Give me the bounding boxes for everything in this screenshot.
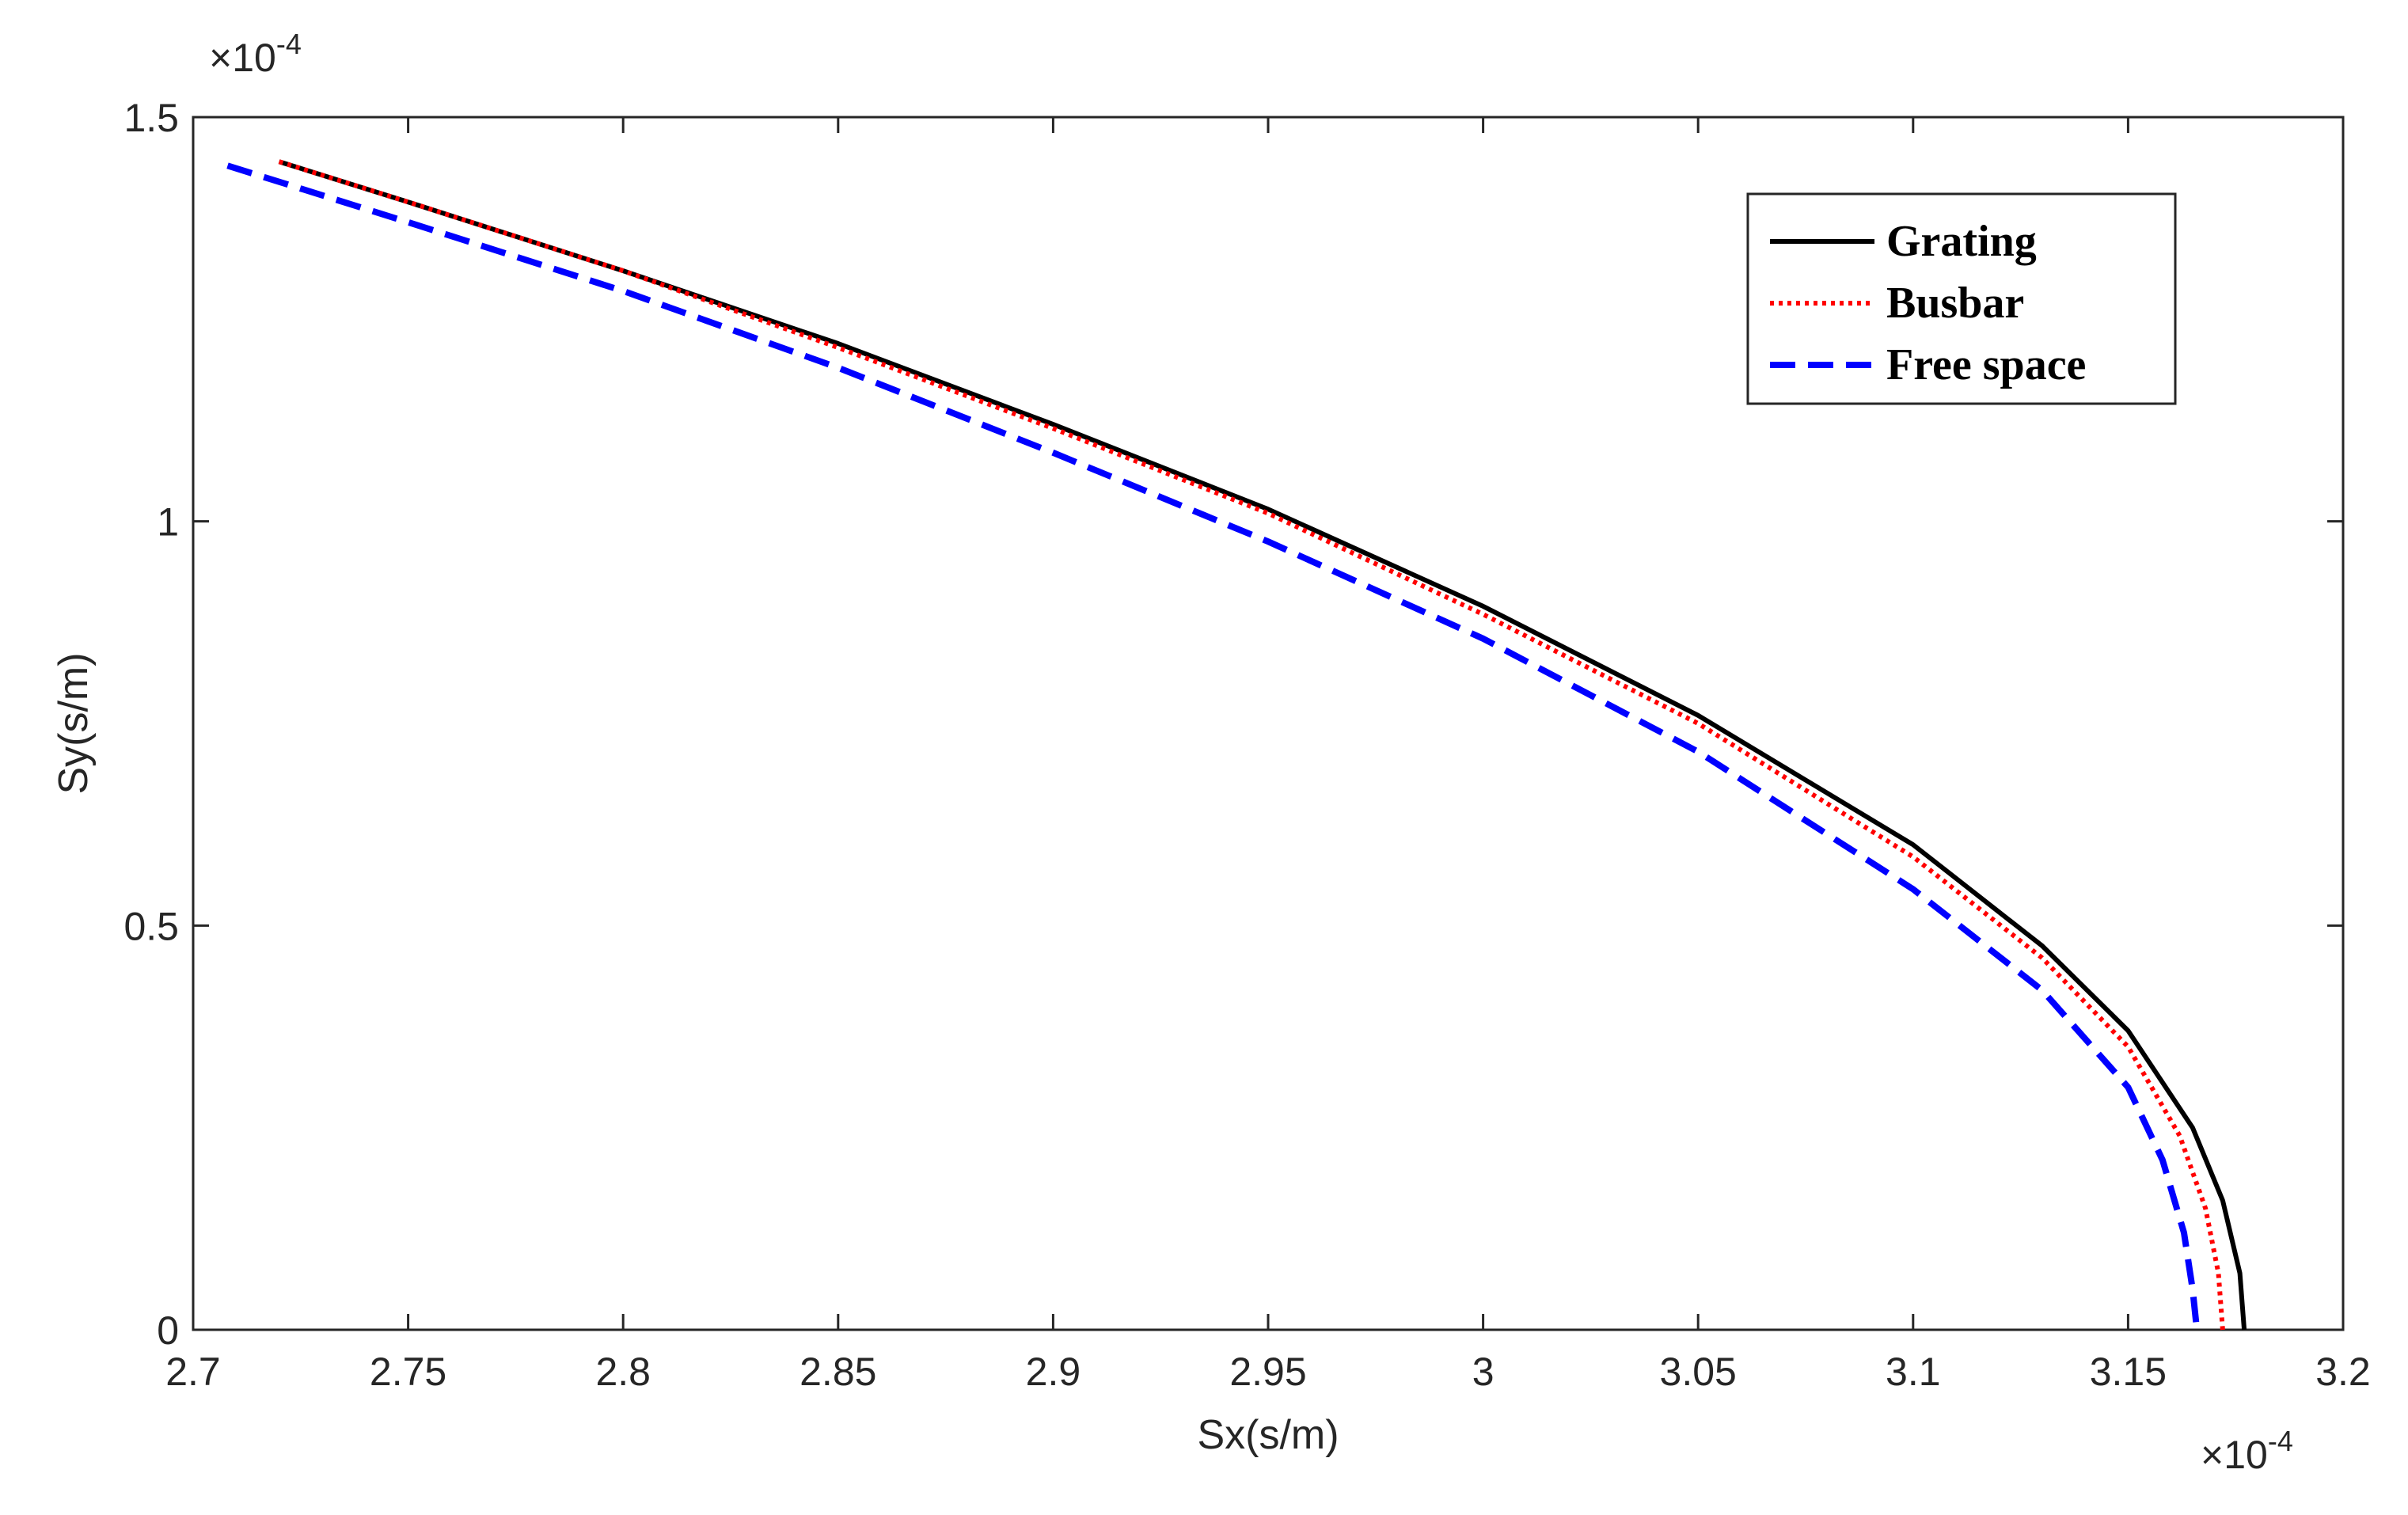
x-tick-label: 2.85 bbox=[800, 1350, 876, 1394]
legend-box bbox=[1746, 192, 2177, 405]
y-axis-exponent-power: -4 bbox=[276, 28, 302, 60]
x-axis-label: Sx(s/m) bbox=[1197, 1412, 1339, 1458]
x-tick-label: 2.9 bbox=[1026, 1350, 1081, 1394]
x-tick-label: 3.05 bbox=[1660, 1350, 1737, 1394]
y-axis-label: Sy(s/m) bbox=[51, 652, 97, 794]
x-tick-label: 3 bbox=[1472, 1350, 1495, 1394]
y-axis-exponent-base: ×10 bbox=[209, 36, 276, 80]
x-tick-label: 3.15 bbox=[2090, 1350, 2167, 1394]
y-tick-labels: 0 0.5 1 1.5 bbox=[123, 96, 179, 1353]
x-tick-label: 2.75 bbox=[370, 1350, 446, 1394]
x-tick-labels: 2.7 2.75 2.8 2.85 2.9 2.95 3 3.05 3.1 3.15 3.2 bbox=[165, 1350, 2371, 1394]
tick-marks bbox=[192, 116, 2345, 1331]
legend: Grating Busbar Free space bbox=[1746, 192, 2177, 405]
series-line-free-space bbox=[226, 162, 2201, 1331]
y-tick-label: 1 bbox=[157, 500, 179, 545]
x-tick-label: 2.8 bbox=[595, 1350, 651, 1394]
x-axis-exponent: ×10-4 bbox=[2201, 1425, 2293, 1477]
y-tick-label: 0 bbox=[157, 1308, 179, 1353]
legend-label-busbar: Busbar bbox=[1886, 279, 2024, 328]
x-axis-exponent-base: ×10 bbox=[2201, 1433, 2268, 1477]
series-line-busbar bbox=[278, 159, 2225, 1331]
x-axis-exponent-power: -4 bbox=[2268, 1425, 2293, 1457]
y-axis-exponent: ×10-4 bbox=[209, 28, 302, 80]
legend-label-grating: Grating bbox=[1886, 217, 2037, 266]
y-tick-label: 0.5 bbox=[123, 904, 179, 948]
y-tick-label: 1.5 bbox=[123, 96, 179, 140]
legend-label-free-space: Free space bbox=[1886, 340, 2086, 389]
x-tick-label: 2.7 bbox=[165, 1350, 221, 1394]
series-layer bbox=[226, 159, 2247, 1331]
x-tick-label: 3.2 bbox=[2315, 1350, 2371, 1394]
x-tick-label: 3.1 bbox=[1886, 1350, 1941, 1394]
x-tick-label: 2.95 bbox=[1229, 1350, 1306, 1394]
